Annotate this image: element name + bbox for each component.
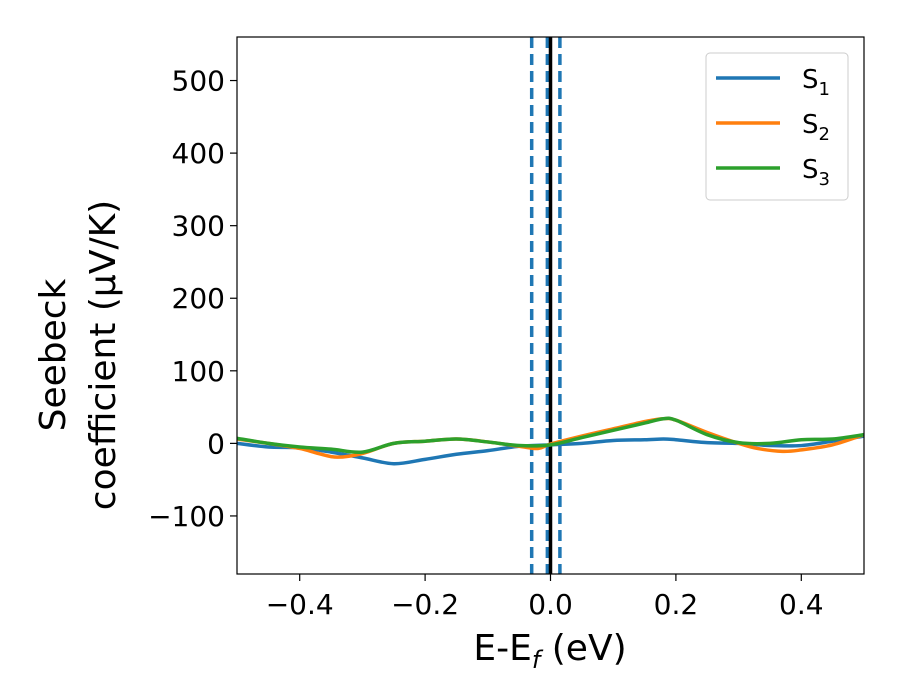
- y-axis-label: Seebeck coefficient (μV/K): [33, 200, 124, 510]
- vertical-lines: [529, 37, 562, 574]
- legend-label-sub: 3: [819, 169, 830, 190]
- legend-label-sub: 2: [819, 124, 830, 145]
- legend-label-main: S: [802, 155, 819, 185]
- legend-label-main: S: [802, 110, 819, 140]
- y-axis-ticks: −100 0 100 200 300 400 500: [148, 65, 237, 533]
- x-axis-ticks: −0.4 −0.2 0.0 0.2 0.4: [266, 574, 824, 621]
- x-axis-label-main: E-E: [473, 628, 531, 669]
- y-tick-label: 400: [172, 137, 225, 170]
- y-tick-label: 0: [207, 427, 225, 460]
- x-tick-label: 0.0: [528, 588, 573, 621]
- legend-label-main: S: [802, 65, 819, 95]
- y-tick-label: 200: [172, 282, 225, 315]
- x-tick-label: −0.2: [391, 588, 459, 621]
- y-tick-label: −100: [148, 500, 225, 533]
- legend-label-s1: S1: [802, 65, 830, 100]
- x-tick-label: −0.4: [266, 588, 334, 621]
- legend-label-s3: S3: [802, 155, 830, 190]
- x-tick-label: 0.2: [654, 588, 699, 621]
- x-axis-label-unit: (eV): [540, 628, 626, 669]
- series-line-s3: [237, 416, 864, 455]
- series-lines: [237, 416, 864, 466]
- y-tick-label: 500: [172, 65, 225, 98]
- legend-box: [705, 52, 849, 201]
- x-tick-label: 0.4: [779, 588, 824, 621]
- y-tick-label: 300: [172, 210, 225, 243]
- legend-label-s2: S2: [802, 110, 830, 145]
- y-axis-label-line2: coefficient (μV/K): [83, 200, 124, 510]
- x-axis-label: E-Ef (eV): [473, 628, 626, 674]
- y-tick-label: 100: [172, 355, 225, 388]
- legend-label-sub: 1: [819, 79, 830, 100]
- y-axis-label-line1: Seebeck: [33, 278, 74, 431]
